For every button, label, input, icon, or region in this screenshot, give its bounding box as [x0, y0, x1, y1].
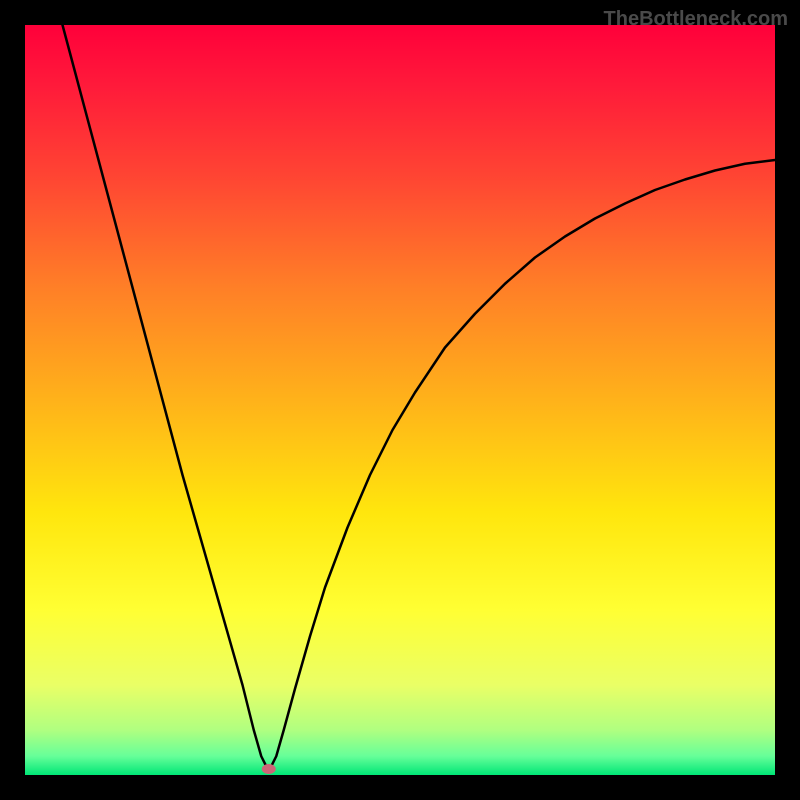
bottleneck-chart: TheBottleneck.com — [0, 0, 800, 800]
watermark-text: TheBottleneck.com — [604, 8, 788, 31]
minimum-marker — [262, 764, 276, 774]
plot-area — [25, 25, 775, 775]
chart-svg — [0, 0, 800, 800]
